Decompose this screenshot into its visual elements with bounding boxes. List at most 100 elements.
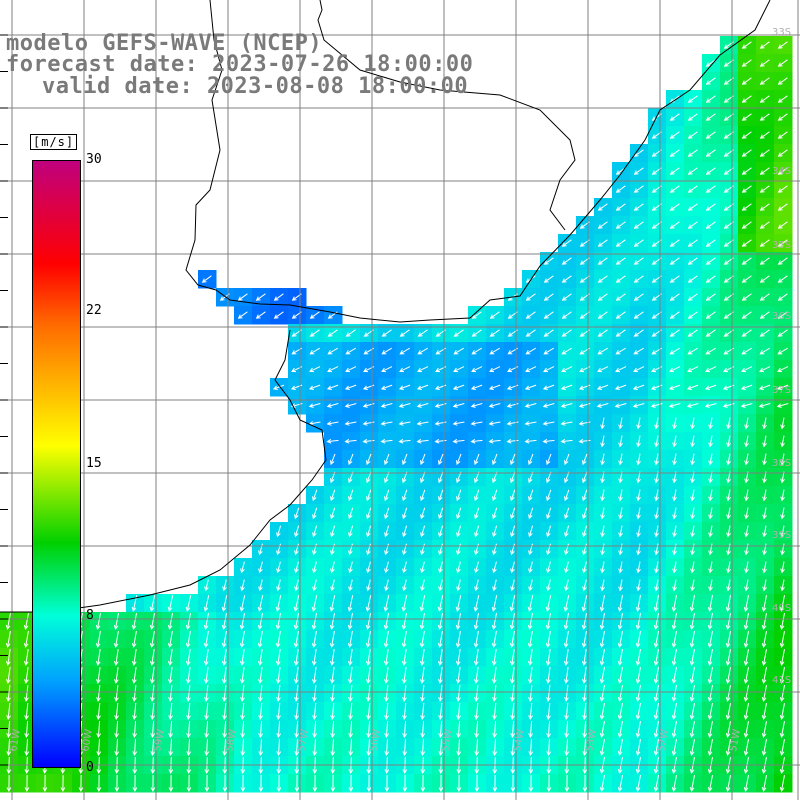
wind-arrow	[308, 403, 321, 408]
wind-arrow	[741, 311, 752, 319]
wind-arrow	[257, 649, 263, 666]
wind-arrow	[653, 613, 659, 630]
wind-arrow	[528, 774, 534, 793]
wind-arrow	[618, 543, 623, 556]
wind-arrow	[546, 525, 552, 538]
wind-arrow	[759, 239, 770, 247]
wind-arrow	[633, 257, 644, 265]
wind-arrow	[330, 702, 335, 721]
wind-arrow	[618, 561, 623, 574]
wind-arrow	[614, 403, 627, 408]
wind-arrow	[401, 631, 407, 648]
wind-arrow	[600, 507, 605, 520]
wind-arrow	[456, 667, 461, 684]
wind-arrow	[705, 131, 716, 139]
wind-arrow	[434, 438, 447, 444]
wind-arrow	[222, 738, 228, 757]
wind-arrow	[707, 703, 713, 720]
wind-arrow	[455, 595, 462, 612]
wind-arrow	[6, 774, 12, 793]
wind-arrow	[420, 774, 426, 793]
wind-arrow	[780, 435, 785, 448]
wind-arrow	[362, 438, 375, 444]
wind-arrow	[78, 774, 84, 793]
latitude-label: 38S	[772, 458, 791, 469]
wind-arrow	[690, 489, 695, 502]
wind-arrow	[633, 167, 644, 175]
wind-arrow	[294, 561, 299, 574]
wind-arrow	[186, 667, 191, 684]
wind-arrow	[635, 721, 641, 738]
wind-arrow	[708, 525, 713, 538]
wind-arrow	[437, 631, 443, 648]
wind-arrow	[597, 293, 608, 301]
wind-arrow	[383, 595, 390, 612]
wind-arrow	[743, 667, 749, 684]
wind-arrow	[669, 347, 680, 355]
wind-arrow	[492, 579, 497, 592]
wind-arrow	[312, 702, 317, 721]
wind-arrow	[669, 95, 680, 103]
wind-arrow	[776, 403, 789, 408]
wind-arrow	[744, 417, 749, 430]
wind-arrow	[203, 631, 209, 648]
wind-arrow	[384, 561, 389, 574]
wind-arrow	[741, 77, 752, 85]
wind-arrow	[438, 543, 443, 556]
wind-arrow	[762, 579, 767, 592]
wind-arrow	[636, 525, 641, 538]
wind-arrow	[759, 131, 770, 139]
wind-arrow	[581, 613, 587, 630]
wind-arrow	[762, 489, 767, 502]
wind-arrow	[761, 649, 767, 666]
wind-arrow	[330, 738, 336, 757]
wind-arrow	[653, 667, 659, 684]
wind-arrow	[348, 507, 354, 520]
wind-arrow	[492, 720, 498, 739]
wind-arrow	[636, 417, 641, 430]
wind-arrow	[546, 702, 551, 721]
wind-arrow	[420, 471, 426, 484]
wind-arrow	[597, 275, 608, 283]
wind-arrow	[564, 561, 569, 574]
wind-arrow	[687, 366, 699, 373]
wind-arrow	[759, 347, 770, 355]
wind-arrow	[759, 275, 770, 283]
wind-arrow	[779, 685, 785, 702]
wind-arrow	[492, 561, 497, 574]
wind-arrow	[635, 613, 641, 630]
longitude-label: 57W	[296, 728, 311, 752]
wind-arrow	[492, 525, 498, 538]
wind-arrow	[599, 595, 605, 612]
wind-arrow	[24, 720, 30, 739]
wind-arrow	[383, 649, 389, 666]
wind-arrow	[276, 720, 282, 739]
wind-arrow	[312, 774, 318, 793]
wind-arrow	[221, 649, 227, 666]
wind-arrow	[203, 613, 209, 630]
coastline	[0, 0, 771, 613]
wind-arrow	[671, 595, 677, 612]
wind-arrow	[330, 561, 335, 574]
wind-arrow	[741, 95, 752, 103]
wind-arrow	[344, 421, 357, 426]
wind-arrow	[527, 613, 533, 630]
wind-arrow	[474, 543, 479, 556]
wind-arrow	[563, 631, 569, 648]
wind-arrow	[345, 366, 357, 373]
wind-arrow	[743, 739, 749, 756]
wind-arrow	[596, 403, 609, 408]
wind-arrow	[294, 774, 300, 793]
wind-arrow	[761, 739, 767, 756]
wind-arrow	[330, 774, 336, 793]
wind-arrow	[777, 275, 788, 283]
wind-arrow	[582, 471, 588, 484]
wind-arrow	[687, 113, 698, 121]
wind-arrow	[686, 384, 699, 390]
wind-arrow	[420, 738, 426, 757]
wind-arrow	[725, 667, 731, 684]
wind-arrow	[276, 667, 281, 684]
wind-arrow	[276, 685, 281, 702]
wind-arrow	[438, 525, 444, 538]
wind-arrow	[509, 631, 515, 648]
